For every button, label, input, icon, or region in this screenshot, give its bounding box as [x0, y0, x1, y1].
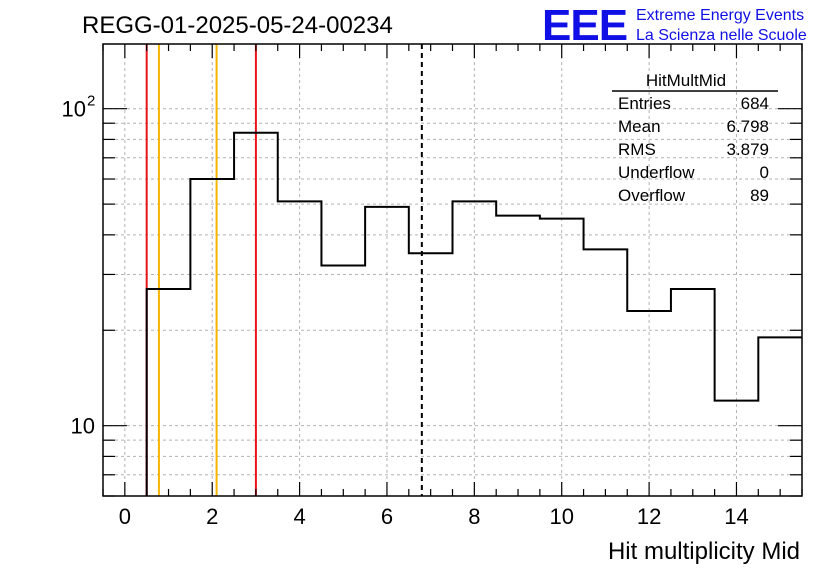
x-tick-label: 0	[119, 504, 131, 529]
y-tick-exponent: 2	[87, 93, 95, 110]
logo-line-1: Extreme Energy Events	[636, 7, 804, 24]
stats-value: 6.798	[726, 117, 769, 136]
histogram-outline	[145, 131, 802, 496]
marker-lines	[145, 44, 423, 496]
run-title: REGG-01-2025-05-24-00234	[82, 12, 393, 39]
stats-value: 89	[750, 186, 769, 205]
x-tick-label: 8	[468, 504, 480, 529]
x-tick-label: 12	[637, 504, 661, 529]
logo-mark: EEE	[542, 1, 627, 50]
logo-line-2: La Scienza nelle Scuole	[636, 27, 807, 44]
stats-label: Overflow	[618, 186, 686, 205]
x-axis-label: Hit multiplicity Mid	[608, 538, 800, 565]
x-tick-label: 4	[293, 504, 305, 529]
plot-frame	[102, 43, 803, 497]
stats-label: Underflow	[618, 163, 695, 182]
stats-label: Entries	[618, 94, 671, 113]
stats-title: HitMultMid	[646, 71, 726, 90]
stats-value: 684	[741, 94, 769, 113]
x-tick-label: 2	[206, 504, 218, 529]
stats-value: 3.879	[726, 140, 769, 159]
x-tick-label: 14	[724, 504, 748, 529]
y-tick-label: 10	[62, 97, 86, 122]
stats-label: Mean	[618, 117, 661, 136]
stats-value: 0	[760, 163, 769, 182]
y-tick-label: 10	[71, 414, 95, 439]
stats-label: RMS	[618, 140, 656, 159]
x-tick-label: 6	[381, 504, 393, 529]
x-tick-label: 10	[549, 504, 573, 529]
stats-box: HitMultMid Entries 684 Mean 6.798 RMS 3.879 Un…	[612, 71, 778, 205]
eee-logo: EEE Extreme Energy Events La Scienza nel…	[542, 1, 807, 50]
grid	[103, 44, 802, 497]
